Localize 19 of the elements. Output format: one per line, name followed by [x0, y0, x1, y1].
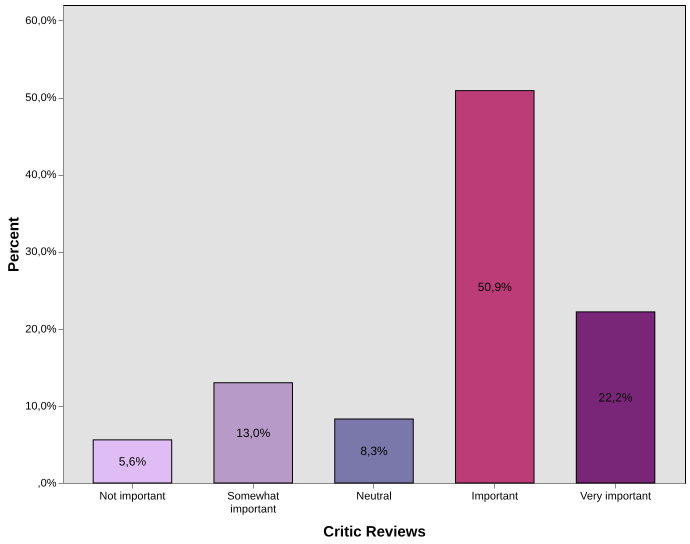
y-tick-label: 30,0%: [25, 246, 57, 258]
y-tick-label: 50,0%: [25, 92, 57, 104]
x-tick-label: Somewhat important: [227, 490, 280, 516]
x-tick-label: Not important: [99, 490, 166, 502]
x-tick-label: Very important: [580, 490, 652, 502]
y-tick-label: ,0%: [38, 478, 57, 490]
y-tick-label: 10,0%: [25, 400, 57, 412]
x-tick-label: Neutral: [356, 490, 392, 502]
data-label: 22,2%: [598, 390, 633, 404]
y-tick-label: 40,0%: [25, 169, 57, 182]
data-label: 8,3%: [360, 444, 388, 458]
data-label: 50,9%: [478, 280, 512, 294]
x-tick-label: Important: [472, 490, 518, 502]
data-label: 5,6%: [118, 454, 146, 468]
data-label: 13,0%: [236, 426, 271, 440]
y-axis-title: Percent: [5, 216, 22, 272]
x-axis-title: Critic Reviews: [323, 524, 426, 540]
y-tick-label: 60,0%: [25, 14, 57, 27]
y-tick-label: 20,0%: [25, 323, 57, 336]
